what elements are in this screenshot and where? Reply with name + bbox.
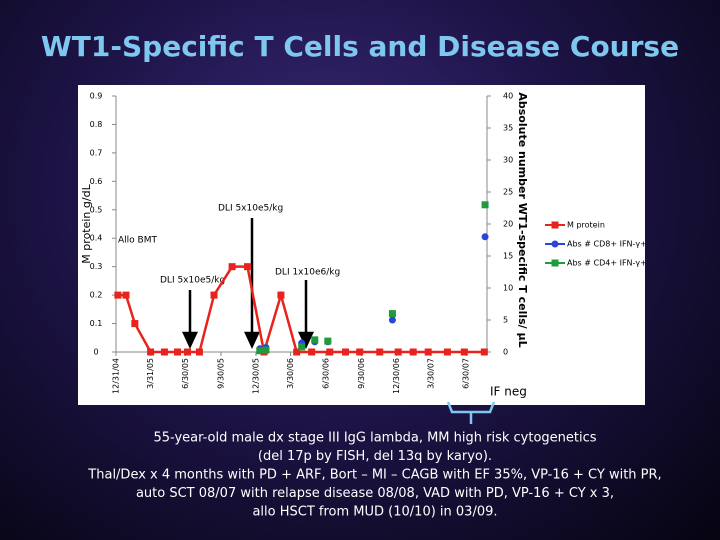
caption-line: (del 17p by FISH, del 13q by karyo). <box>258 449 492 464</box>
y2-axis-label: Absolute number WT1-specific T cells/ µL <box>516 92 529 347</box>
x-tick-label: 9/30/06 <box>357 358 366 389</box>
y-tick-label: 0.1 <box>90 319 103 328</box>
data-point <box>298 343 306 351</box>
data-point <box>376 348 384 356</box>
legend-marker <box>551 259 559 267</box>
caption-line: 55-year-old male dx stage III IgG lambda… <box>153 431 596 446</box>
y2-tick-label: 0 <box>503 348 508 357</box>
legend-marker <box>551 240 559 248</box>
y2-tick-label: 15 <box>503 252 513 261</box>
y2-tick-label: 25 <box>503 188 513 197</box>
data-point <box>122 291 130 299</box>
annotation: DLI 1x10e6/kg <box>275 268 340 278</box>
data-point <box>195 348 203 356</box>
legend-label: M protein <box>567 221 605 230</box>
annotation: Allo BMT <box>118 236 157 246</box>
data-point <box>424 348 432 356</box>
x-tick-label: 3/30/06 <box>286 358 295 389</box>
data-point <box>114 291 122 299</box>
data-point <box>480 348 488 356</box>
x-tick-label: 3/30/07 <box>426 358 435 389</box>
data-point <box>160 348 168 356</box>
caption-line: allo HSCT from MUD (10/10) in 03/09. <box>252 505 497 520</box>
x-tick-label: 12/30/05 <box>251 358 260 394</box>
annotation: DLI 5x10e5/kg <box>160 276 225 286</box>
data-point <box>256 347 264 355</box>
data-point <box>394 348 402 356</box>
data-point <box>409 348 417 356</box>
data-point <box>308 348 316 356</box>
y2-tick-label: 10 <box>503 284 513 293</box>
data-point <box>311 336 319 344</box>
data-point <box>388 316 396 324</box>
data-point <box>262 346 270 354</box>
data-point <box>131 320 139 328</box>
y2-tick-label: 40 <box>503 92 513 101</box>
data-point <box>210 291 218 299</box>
data-point <box>356 348 364 356</box>
slide-title: WT1-Specific T Cells and Disease Course <box>41 30 679 63</box>
x-tick-label: 6/30/06 <box>321 358 330 389</box>
x-tick-label: 12/31/04 <box>112 358 121 394</box>
note: IF neg <box>490 385 527 399</box>
data-point <box>147 348 155 356</box>
arrows <box>182 218 314 349</box>
y-tick-label: 0.9 <box>90 92 103 101</box>
data-point <box>326 348 334 356</box>
data-point <box>243 263 251 271</box>
y-tick-label: 0.2 <box>90 291 103 300</box>
data-point <box>460 348 468 356</box>
data-point <box>184 348 192 356</box>
y-tick-label: 0.7 <box>90 148 103 157</box>
y-tick-label: 0.6 <box>90 177 103 186</box>
data-point <box>324 337 332 345</box>
data-point <box>443 348 451 356</box>
caption-line: auto SCT 08/07 with relapse disease 08/0… <box>136 486 614 501</box>
legend-label: Abs # CD8+ IFN-γ+ <box>567 240 647 249</box>
data-point <box>481 233 489 241</box>
data-point <box>277 291 285 299</box>
y2-tick-label: 30 <box>503 156 513 165</box>
caption-line: Thal/Dex x 4 months with PD + ARF, Bort … <box>87 468 661 483</box>
data-point <box>293 348 301 356</box>
y-tick-label: 0.4 <box>90 234 103 243</box>
data-point <box>481 201 489 209</box>
y-tick-label: 0.8 <box>90 120 103 129</box>
y-tick-label: 0.5 <box>90 205 103 214</box>
x-tick-label: 9/30/05 <box>216 358 225 389</box>
x-tick-label: 6/30/05 <box>181 358 190 389</box>
data-point <box>174 348 182 356</box>
caption: 55-year-old male dx stage III IgG lambda… <box>87 431 661 520</box>
x-tick-label: 3/31/05 <box>146 358 155 389</box>
data-point <box>228 263 236 271</box>
data-point <box>388 310 396 318</box>
legend-label: Abs # CD4+ IFN-γ+ <box>567 259 647 268</box>
y-axis-label: M protein g/dL <box>80 183 93 263</box>
y-tick-label: 0.3 <box>90 262 103 271</box>
bracket <box>446 401 496 424</box>
annotation: DLI 5x10e5/kg <box>218 204 283 214</box>
y2-tick-label: 35 <box>503 124 513 133</box>
x-tick-label: 6/30/07 <box>462 358 471 389</box>
legend-marker <box>551 221 559 229</box>
y2-tick-label: 20 <box>503 220 513 229</box>
data-point <box>342 348 350 356</box>
x-tick-label: 12/30/06 <box>392 358 401 394</box>
y-tick-label: 0 <box>93 348 98 357</box>
y2-tick-label: 5 <box>503 316 508 325</box>
